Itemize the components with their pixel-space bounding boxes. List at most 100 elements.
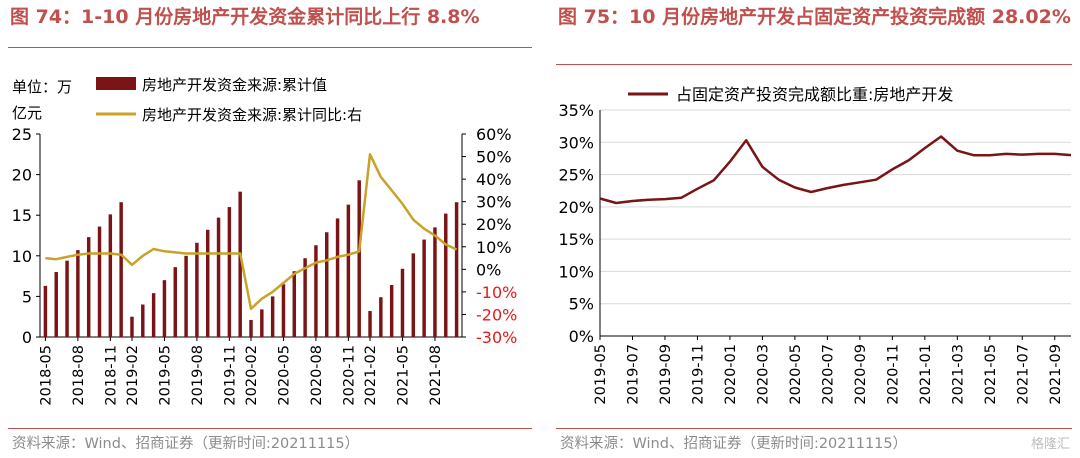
right-source-divider: [556, 428, 1072, 429]
x-tick-label: 2021-09: [1048, 344, 1064, 405]
bar: [141, 304, 145, 337]
right-y-tick-label: 40%: [476, 170, 512, 189]
right-y-tick-label: -10%: [476, 283, 517, 302]
right-source-note: 资料来源：Wind、招商证券（更新时间:20211115）: [560, 436, 908, 452]
bar: [162, 280, 167, 337]
left-y-tick-label: 5: [22, 287, 32, 306]
bar: [249, 319, 253, 337]
x-tick-label: 2021-03: [950, 344, 966, 405]
right-y-tick-label: 60%: [476, 125, 512, 144]
x-tick-label: 2020-09: [853, 344, 869, 405]
legend-bar-swatch: [96, 77, 136, 90]
bar: [335, 218, 340, 337]
left-title-divider: [8, 47, 532, 48]
bar: [357, 180, 361, 337]
bar: [400, 268, 405, 337]
bar: [325, 232, 329, 337]
right-figure-panel: 图 75：10 月份房地产开发占固定资产投资完成额 28.02% 占固定资产投资…: [548, 0, 1080, 458]
y-tick-label: 25%: [558, 166, 594, 185]
left-unit-label-line1: 单位：万: [12, 78, 72, 96]
right-chart-svg: 占固定资产投资完成额比重:房地产开发 0% 5% 10% 15% 20% 25% 30% 35%…: [558, 85, 1072, 405]
x-tick-label: 2018-05: [38, 345, 54, 406]
y-tick-label: 5%: [569, 295, 594, 314]
left-y-tick-label: 15: [12, 206, 32, 225]
bar: [238, 191, 242, 337]
x-tick-label: 2020-07: [820, 344, 836, 405]
bar: [76, 250, 80, 337]
x-tick-label: 2019-05: [157, 345, 173, 406]
x-tick-label: 2020-05: [276, 345, 292, 406]
bar: [130, 316, 134, 337]
bar: [195, 242, 199, 337]
x-tick-label: 2019-09: [658, 344, 674, 405]
right-y-tick-label: 20%: [476, 215, 512, 234]
share-line: [599, 135, 1072, 205]
x-tick-label: 2019-02: [125, 345, 141, 406]
right-figure-title: 图 75：10 月份房地产开发占固定资产投资完成额 28.02%: [558, 6, 1071, 28]
watermark-logo: 格隆汇: [1030, 437, 1070, 452]
left-figure-title: 图 74：1-10 月份房地产开发资金累计同比上行 8.8%: [10, 6, 480, 28]
bar: [216, 217, 221, 337]
bar: [314, 245, 318, 337]
bar: [433, 227, 437, 337]
y-tick-label: 10%: [558, 262, 594, 281]
x-tick-label: 2019-07: [625, 344, 641, 405]
left-figure-panel: 图 74：1-10 月份房地产开发资金累计同比上行 8.8% 单位：万 亿元 房…: [8, 6, 532, 452]
left-source-note: 资料来源：Wind、招商证券（更新时间:20211115）: [12, 436, 360, 452]
x-tick-label: 2019-08: [190, 345, 206, 406]
bar: [151, 293, 156, 337]
bar: [86, 237, 91, 337]
y-tick-label: 0%: [569, 327, 594, 346]
right-y-tick-label: -30%: [476, 328, 517, 347]
x-tick-label: 2020-01: [723, 344, 739, 405]
bar: [346, 204, 351, 337]
x-tick-label: 2021-01: [918, 344, 934, 405]
bar: [368, 311, 372, 337]
right-y-tick-label: 50%: [476, 148, 512, 167]
left-y-tick-label: 10: [12, 247, 32, 266]
bar: [97, 226, 102, 337]
bar: [422, 239, 426, 337]
x-tick-label: 2020-11: [885, 344, 901, 405]
y-tick-label: 20%: [558, 198, 594, 217]
bar: [389, 285, 394, 337]
x-tick-label: 2019-11: [690, 344, 706, 405]
x-tick-label: 2020-05: [788, 344, 804, 405]
right-y-tick-label: 30%: [476, 193, 512, 212]
y-tick-label: 35%: [558, 101, 594, 120]
bar: [270, 296, 275, 337]
x-tick-label: 2018-11: [103, 345, 119, 406]
bar: [108, 214, 113, 337]
left-y-tick-label: 0: [22, 328, 32, 347]
bar: [119, 202, 123, 337]
left-y-tick-label: 25: [12, 125, 32, 144]
bar: [227, 207, 232, 337]
x-tick-label: 2021-08: [428, 345, 444, 406]
x-tick-label: 2019-05: [593, 344, 609, 405]
x-tick-label: 2021-02: [363, 345, 379, 406]
bar: [184, 255, 188, 337]
x-tick-label: 2021-05: [395, 345, 411, 406]
right-y-tick-label: 0%: [476, 260, 501, 279]
y-tick-label: 15%: [558, 230, 594, 249]
bar: [54, 272, 58, 337]
x-tick-label: 2021-07: [1015, 344, 1031, 405]
x-tick-label: 2020-11: [341, 345, 357, 406]
x-tick-label: 2021-05: [983, 344, 999, 405]
bar: [411, 253, 416, 337]
bar: [173, 267, 177, 337]
right-y-tick-label: -20%: [476, 305, 517, 324]
bar: [205, 229, 210, 337]
x-tick-label: 2018-08: [71, 345, 87, 406]
yoy-growth-line: [45, 153, 458, 311]
bar: [444, 213, 448, 337]
bar: [65, 260, 69, 337]
legend-line-label: 房地产开发资金来源:累计同比:右: [142, 106, 362, 124]
legend-bar-label: 房地产开发资金来源:累计值: [142, 76, 327, 94]
left-source-divider: [8, 428, 532, 429]
right-y-tick-label: 10%: [476, 238, 512, 257]
bar: [292, 271, 297, 337]
y-tick-label: 30%: [558, 133, 594, 152]
x-tick-label: 2020-02: [244, 345, 260, 406]
x-tick-label: 2020-03: [755, 344, 771, 405]
